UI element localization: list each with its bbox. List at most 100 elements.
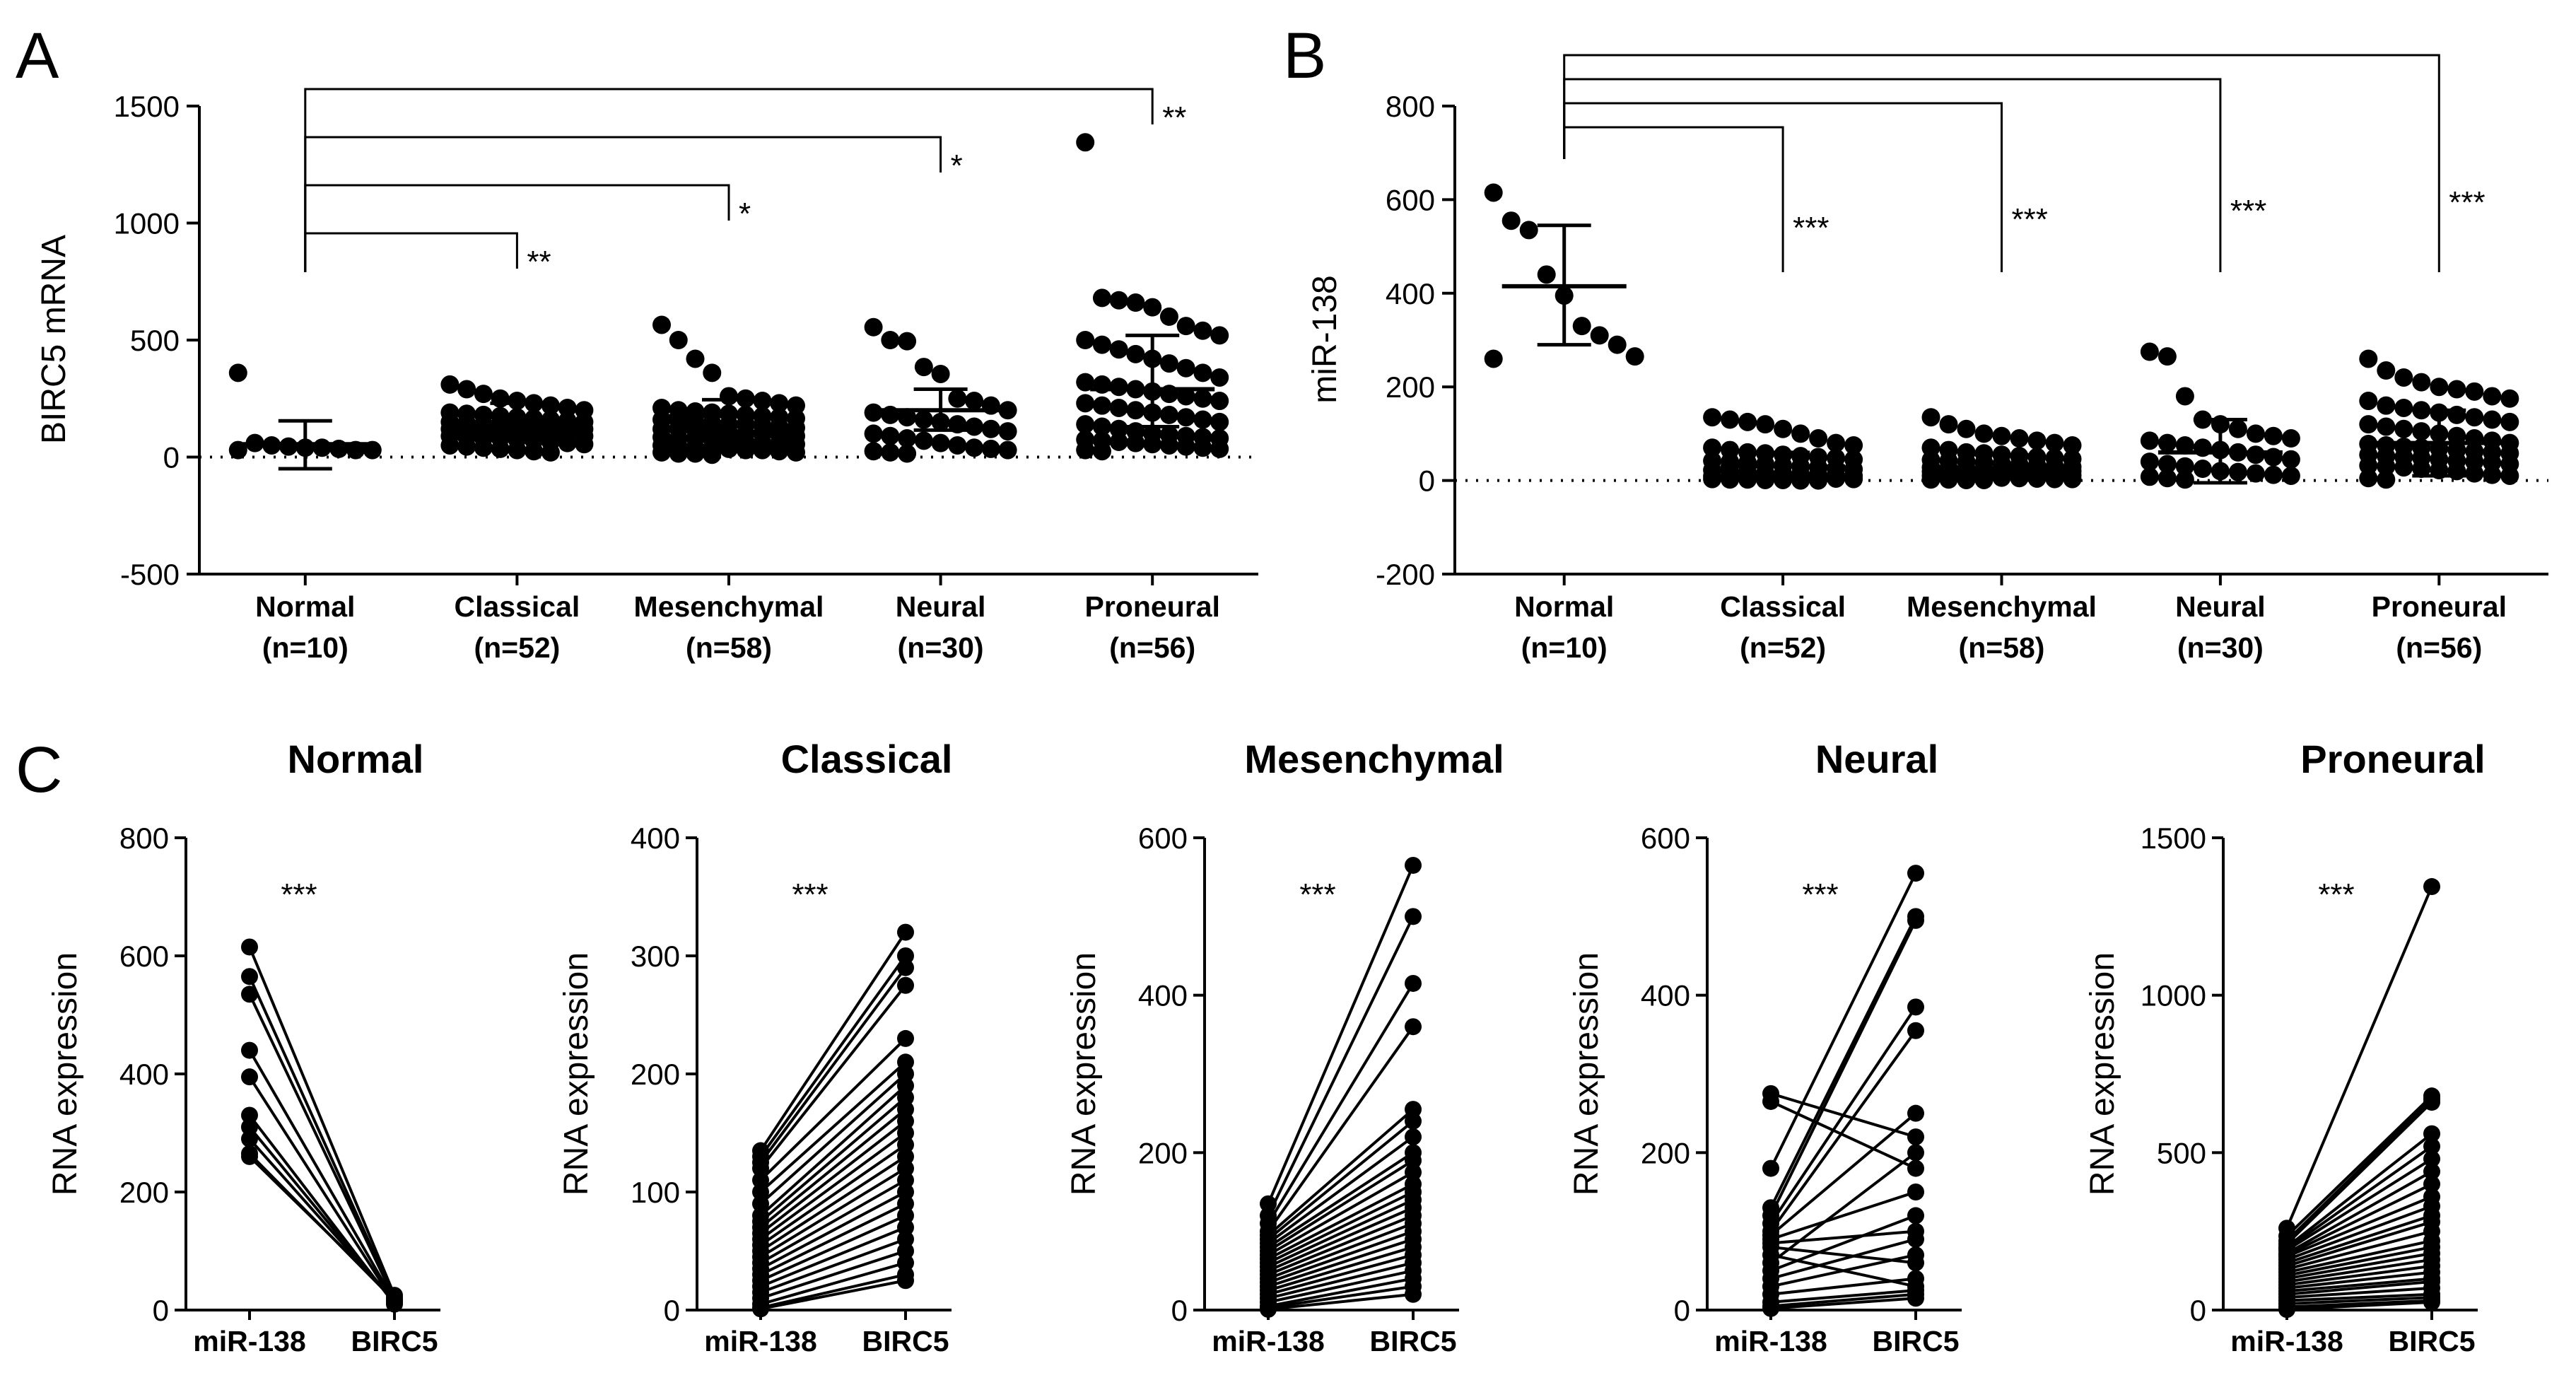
panel-b-comparison-bracket [1563, 78, 2222, 272]
panel-c-proneural-significance-label: *** [2318, 877, 2354, 912]
panel-b-point [2483, 465, 2502, 484]
panel-c-neural-pair-line [1770, 1214, 1916, 1273]
panel-b-point [2175, 457, 2194, 476]
panel-c-neural-point-birc5 [1907, 1144, 1924, 1162]
panel-a-point [981, 439, 1000, 458]
panel-c-proneural-point-mir138 [2278, 1301, 2295, 1319]
panel-c-classical-point-mir138 [752, 1300, 769, 1318]
panel-c-neural-point-birc5 [1907, 1022, 1924, 1039]
panel-b-point [2010, 429, 2029, 448]
panel-c-classical-pair-line [759, 954, 907, 1158]
panel-c-proneural-pair-line [2286, 1270, 2432, 1290]
panel-a-category-count: (n=52) [474, 631, 560, 664]
panel-a-point [1076, 394, 1095, 413]
panel-c-proneural-pair-line [2286, 1229, 2432, 1271]
panel-c-classical-pair-line [759, 966, 907, 1164]
panel-c-mesenchymal-ytick-label: 600 [1138, 822, 1188, 855]
panel-c-neural-ytick-label: 200 [1641, 1136, 1690, 1169]
panel-a-point [881, 331, 900, 349]
panel-b-point [2412, 373, 2431, 392]
panel-b-point [1703, 438, 1722, 457]
panel-c-proneural-pair-line [2286, 1280, 2432, 1296]
panel-c-mesenchymal-pair-line [1267, 1159, 1415, 1253]
panel-c-proneural-ytick-label: 500 [2157, 1136, 2206, 1169]
panel-b-point [1921, 408, 1940, 427]
panel-a-point [998, 401, 1017, 420]
panel-c-mesenchymal-pair-line [1267, 1171, 1414, 1256]
panel-b-point [1791, 424, 1810, 443]
panel-c-mesenchymal-pair-line [1267, 1183, 1414, 1261]
panel-b-point [1703, 469, 1722, 489]
panel-a-significance-label: ** [527, 245, 551, 279]
panel-a-point [864, 424, 883, 443]
panel-c-proneural-pair-line [2285, 1101, 2433, 1245]
panel-a-point [981, 419, 1000, 438]
panel-c-proneural-pair-line [2286, 1245, 2432, 1277]
panel-c-proneural-pair-line [2286, 1183, 2432, 1256]
panel-b-point [2140, 467, 2159, 486]
panel-b-category-count: (n=30) [2177, 631, 2264, 664]
panel-c-normal-category-label: BIRC5 [351, 1325, 438, 1357]
panel-c-neural-ytick-label: 600 [1641, 822, 1690, 855]
panel-c-classical-point-birc5 [897, 1077, 914, 1094]
panel-c-classical-pair-line [759, 931, 907, 1152]
panel-c-proneural-ytick-label: 1000 [2141, 979, 2206, 1012]
panel-c-classical-pair-line [759, 984, 907, 1169]
panel-c-mesenchymal-point-birc5 [1405, 1112, 1422, 1130]
panel-c-classical-category-label: miR-138 [704, 1325, 817, 1357]
panel-c-mesenchymal-pair-line [1267, 982, 1415, 1225]
panel-c-proneural-pair-line [2285, 1098, 2433, 1242]
panel-a-point [864, 317, 883, 337]
panel-b-point [2394, 368, 2413, 387]
panel-c-proneural-point-birc5 [2423, 1094, 2440, 1111]
panel-b-point [1939, 415, 1958, 434]
panel-c-mesenchymal-pair-line [1267, 1229, 1414, 1284]
panel-b-point [2500, 466, 2519, 485]
panel-a-ytick-label: 500 [130, 324, 180, 357]
panel-a-point [1092, 288, 1111, 308]
panel-a-category-label: Proneural [1085, 590, 1220, 623]
panel-c-neural-significance-label: *** [1802, 877, 1838, 912]
panel-b-point [2140, 342, 2159, 361]
panel-a-point [998, 422, 1017, 441]
panel-c-classical-point-birc5 [897, 1207, 914, 1225]
panel-a-point [898, 408, 917, 427]
panel-c-charts: Normal 0 200 400 600 800 RNA expression miR-138… [47, 737, 2486, 1357]
panel-a-point [457, 380, 476, 399]
panel-b-point [2027, 469, 2047, 488]
panel-b-point [2359, 392, 2378, 411]
panel-c-proneural-pair-line [2286, 1258, 2432, 1283]
panel-c-mesenchymal-pair-line [1267, 1206, 1414, 1273]
panel-a-point [770, 394, 789, 413]
panel-a-point [1092, 417, 1111, 436]
panel-b-point [2377, 361, 2396, 380]
panel-c-classical-title: Classical [781, 737, 953, 781]
panel-b-point [2447, 426, 2466, 445]
panel-a-ytick-label: 1000 [114, 207, 180, 240]
panel-c-normal-ytick-label: 0 [153, 1294, 169, 1327]
panel-b-ytick-label: 600 [1386, 183, 1435, 216]
panel-a-category-label: Mesenchymal [634, 590, 824, 623]
panel-b-point [1537, 265, 1556, 284]
panel-c-neural-point-birc5 [1907, 1290, 1924, 1307]
panel-c-normal-point-mir138 [241, 986, 258, 1003]
panel-c-proneural-ylabel: RNA expression [2084, 952, 2121, 1196]
panel-b-point [1703, 408, 1722, 427]
panel-c-proneural-pair-line [2286, 1251, 2432, 1280]
panel-b-point [2140, 431, 2159, 450]
panel-c-normal-point-mir138 [241, 1118, 258, 1136]
panel-b-point [1974, 424, 1994, 443]
panel-a-point [1076, 440, 1095, 460]
panel-c-neural-category-label: miR-138 [1714, 1325, 1827, 1357]
panel-c-mesenchymal-pair-line [1267, 1135, 1415, 1244]
panel-b-point [1844, 436, 1863, 455]
panel-a-point [1176, 437, 1195, 456]
panel-b-point [2483, 387, 2502, 406]
panel-b-point [1921, 470, 1940, 489]
panel-letter-a: A [16, 20, 59, 92]
panel-b-point [2394, 398, 2413, 417]
panel-c-classical-point-mir138 [752, 1159, 769, 1177]
panel-c-proneural-pair-line [2285, 1157, 2433, 1252]
panel-a-point [703, 363, 722, 382]
panel-a-point [1126, 344, 1145, 363]
